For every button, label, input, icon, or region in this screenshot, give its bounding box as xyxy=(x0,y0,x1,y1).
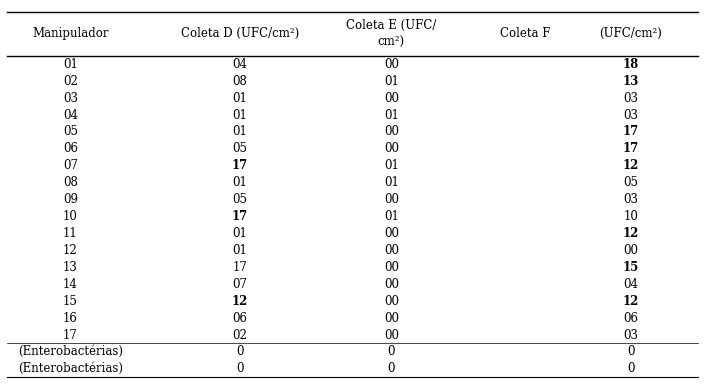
Text: 01: 01 xyxy=(384,75,399,88)
Text: 16: 16 xyxy=(63,311,78,325)
Text: 00: 00 xyxy=(384,92,399,105)
Text: 0: 0 xyxy=(236,362,243,375)
Text: 00: 00 xyxy=(384,328,399,341)
Text: 0: 0 xyxy=(627,362,634,375)
Text: 00: 00 xyxy=(384,142,399,156)
Text: 07: 07 xyxy=(232,278,247,291)
Text: 10: 10 xyxy=(63,210,78,223)
Text: 12: 12 xyxy=(623,227,639,240)
Text: 00: 00 xyxy=(384,126,399,139)
Text: 03: 03 xyxy=(63,92,78,105)
Text: 00: 00 xyxy=(384,193,399,206)
Text: 0: 0 xyxy=(627,345,634,358)
Text: Coleta F: Coleta F xyxy=(500,27,551,40)
Text: 17: 17 xyxy=(623,142,639,156)
Text: 01: 01 xyxy=(232,176,247,189)
Text: 0: 0 xyxy=(388,362,395,375)
Text: 04: 04 xyxy=(623,278,639,291)
Text: 04: 04 xyxy=(232,58,247,71)
Text: 17: 17 xyxy=(231,210,248,223)
Text: 01: 01 xyxy=(384,176,399,189)
Text: 05: 05 xyxy=(623,176,639,189)
Text: 02: 02 xyxy=(232,328,247,341)
Text: 00: 00 xyxy=(384,278,399,291)
Text: 14: 14 xyxy=(63,278,78,291)
Text: 0: 0 xyxy=(236,345,243,358)
Text: 01: 01 xyxy=(384,109,399,122)
Text: cm²): cm²) xyxy=(378,36,405,49)
Text: 09: 09 xyxy=(63,193,78,206)
Text: 13: 13 xyxy=(623,75,639,88)
Text: 03: 03 xyxy=(623,109,639,122)
Text: 03: 03 xyxy=(623,193,639,206)
Text: 04: 04 xyxy=(63,109,78,122)
Text: 17: 17 xyxy=(63,328,78,341)
Text: 01: 01 xyxy=(232,244,247,257)
Text: Coleta E (UFC/: Coleta E (UFC/ xyxy=(346,19,436,32)
Text: 02: 02 xyxy=(63,75,78,88)
Text: 08: 08 xyxy=(63,176,78,189)
Text: 00: 00 xyxy=(384,227,399,240)
Text: 03: 03 xyxy=(623,328,639,341)
Text: 00: 00 xyxy=(384,261,399,274)
Text: 12: 12 xyxy=(231,295,248,308)
Text: 13: 13 xyxy=(63,261,78,274)
Text: 01: 01 xyxy=(232,109,247,122)
Text: 00: 00 xyxy=(384,244,399,257)
Text: 17: 17 xyxy=(623,126,639,139)
Text: 06: 06 xyxy=(232,311,247,325)
Text: 00: 00 xyxy=(384,311,399,325)
Text: 03: 03 xyxy=(623,92,639,105)
Text: 01: 01 xyxy=(384,159,399,172)
Text: 17: 17 xyxy=(232,261,247,274)
Text: (UFC/cm²): (UFC/cm²) xyxy=(599,27,663,40)
Text: 11: 11 xyxy=(63,227,78,240)
Text: 01: 01 xyxy=(232,227,247,240)
Text: Coleta D (UFC/cm²): Coleta D (UFC/cm²) xyxy=(180,27,299,40)
Text: 00: 00 xyxy=(384,295,399,308)
Text: 18: 18 xyxy=(623,58,639,71)
Text: 07: 07 xyxy=(63,159,78,172)
Text: 0: 0 xyxy=(388,345,395,358)
Text: 00: 00 xyxy=(623,244,639,257)
Text: 15: 15 xyxy=(63,295,78,308)
Text: (Enterobactérias): (Enterobactérias) xyxy=(18,345,123,358)
Text: 01: 01 xyxy=(232,126,247,139)
Text: 05: 05 xyxy=(63,126,78,139)
Text: 01: 01 xyxy=(63,58,78,71)
Text: 12: 12 xyxy=(623,295,639,308)
Text: 10: 10 xyxy=(623,210,639,223)
Text: 01: 01 xyxy=(232,92,247,105)
Text: 12: 12 xyxy=(63,244,78,257)
Text: 12: 12 xyxy=(623,159,639,172)
Text: 06: 06 xyxy=(623,311,639,325)
Text: 06: 06 xyxy=(63,142,78,156)
Text: 01: 01 xyxy=(384,210,399,223)
Text: 05: 05 xyxy=(232,142,247,156)
Text: 15: 15 xyxy=(623,261,639,274)
Text: (Enterobactérias): (Enterobactérias) xyxy=(18,362,123,375)
Text: 00: 00 xyxy=(384,58,399,71)
Text: 05: 05 xyxy=(232,193,247,206)
Text: 17: 17 xyxy=(231,159,248,172)
Text: 08: 08 xyxy=(232,75,247,88)
Text: Manipulador: Manipulador xyxy=(32,27,109,40)
